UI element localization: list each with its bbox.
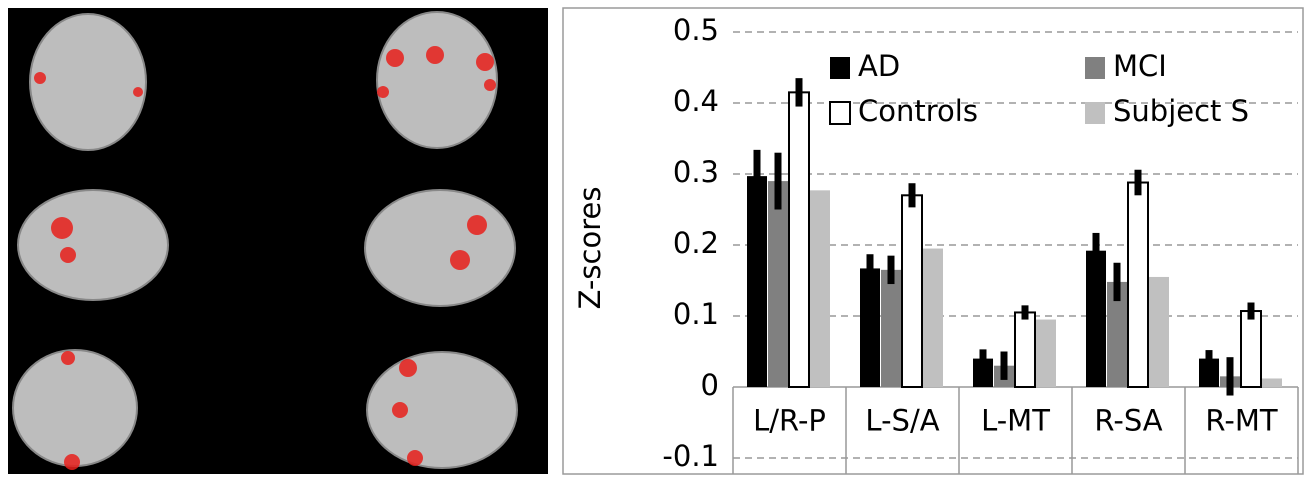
y-tick-label: 0.5 [673, 13, 719, 47]
error-bar [1226, 357, 1234, 396]
error-bar [866, 254, 874, 283]
spot [399, 359, 417, 377]
y-tick-label: -0.1 [662, 439, 719, 473]
bar [1262, 378, 1282, 387]
legend-label: Subject S [1113, 94, 1249, 128]
y-axis-label: Z-scores [573, 187, 607, 310]
error-bar [1205, 350, 1213, 368]
spot [426, 46, 444, 64]
spot [51, 217, 73, 239]
brain-inferior [12, 349, 138, 467]
legend-swatch [830, 57, 850, 79]
legend-swatch [829, 101, 851, 125]
bar [788, 91, 810, 388]
error-bar [908, 183, 916, 208]
bar [768, 181, 788, 387]
bar [1240, 310, 1262, 388]
spot [467, 215, 487, 235]
x-tick-label: L-S/A [865, 404, 939, 438]
bar [860, 268, 880, 387]
spot [484, 79, 496, 91]
spot [133, 87, 143, 97]
legend-label: AD [858, 49, 900, 83]
error-bar [1113, 262, 1121, 302]
spot [377, 86, 389, 98]
legend-label: MCI [1113, 49, 1167, 83]
bar [1086, 250, 1106, 387]
bar [1014, 311, 1036, 389]
error-bar [979, 349, 987, 368]
spot [407, 450, 423, 466]
x-tick-label: R-SA [1094, 404, 1162, 438]
error-bar [1092, 232, 1100, 269]
brain-lateral-right [364, 189, 516, 307]
legend-label: Controls [858, 94, 978, 128]
error-bar [1247, 302, 1255, 320]
activation-spots [34, 46, 496, 470]
brain-posterior-right [376, 11, 498, 149]
error-bar [1000, 351, 1008, 380]
x-tick-label: L-MT [981, 404, 1050, 438]
bar [1127, 181, 1149, 388]
y-tick-label: 0 [701, 368, 719, 402]
error-bar [753, 149, 761, 203]
error-bar [774, 152, 782, 210]
error-bar [1021, 305, 1029, 320]
spot [476, 53, 494, 71]
spot [34, 72, 46, 84]
error-bar [887, 255, 895, 285]
bar [1199, 358, 1219, 387]
error-bar [795, 78, 803, 107]
x-tick-label: L/R-P [753, 404, 826, 438]
bar [747, 176, 767, 387]
bar [1107, 281, 1127, 387]
brain-lateral-left [17, 189, 169, 301]
y-tick-label: 0.1 [673, 297, 719, 331]
spot [392, 402, 408, 418]
x-tick-label: R-MT [1205, 404, 1277, 438]
brain-posterior-left [29, 13, 147, 151]
spot [450, 250, 470, 270]
y-tick-label: 0.4 [673, 84, 719, 118]
spot [64, 454, 80, 470]
brain-superior [366, 351, 518, 469]
y-tick-label: 0.3 [673, 155, 719, 189]
legend-swatch [1085, 102, 1105, 124]
legend-swatch [1085, 57, 1105, 79]
brain-panel [8, 8, 548, 474]
bar [973, 358, 993, 387]
spot [60, 247, 76, 263]
bar [901, 194, 923, 388]
bar [881, 269, 901, 387]
bar [923, 248, 943, 387]
y-tick-label: 0.2 [673, 226, 719, 260]
bar [1149, 276, 1169, 387]
spot [386, 49, 404, 67]
bar [810, 190, 830, 387]
chart-frame [562, 7, 1304, 475]
error-bar [1134, 169, 1142, 196]
bar [1036, 319, 1056, 387]
spot [61, 351, 75, 365]
